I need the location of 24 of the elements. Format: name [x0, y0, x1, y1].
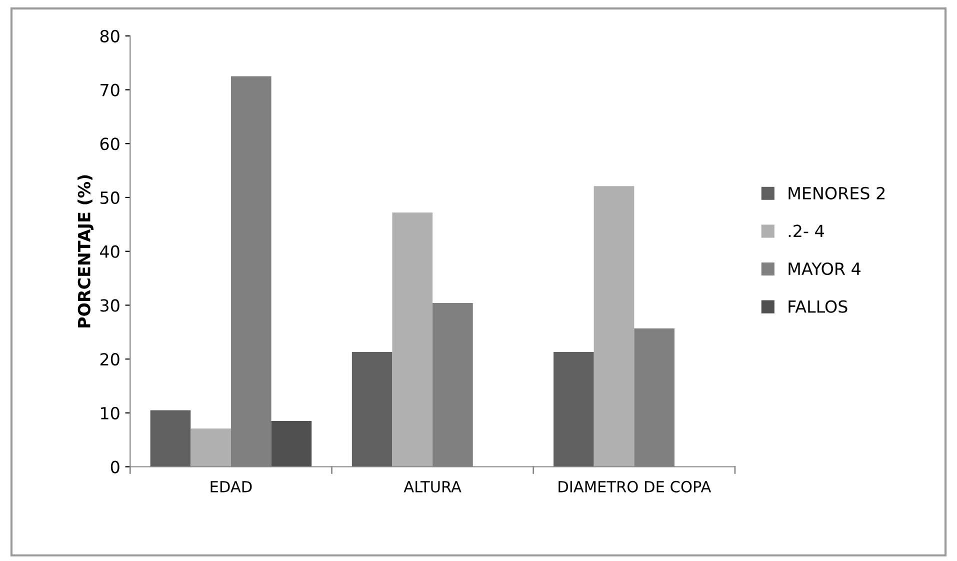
legend-label: FALLOS [788, 300, 848, 313]
legend-label: MENORES 2 [788, 186, 884, 200]
y-tick-label: 30 [100, 299, 120, 312]
bar [150, 410, 191, 467]
y-tick-label: 40 [100, 245, 120, 258]
y-tick-label: 60 [100, 138, 120, 150]
y-tick-label: 80 [100, 30, 120, 42]
x-tick-label: ALTURA [404, 481, 462, 492]
y-tick-label: 20 [100, 353, 120, 366]
legend-label: MAYOR 4 [788, 262, 860, 276]
bar [352, 352, 392, 467]
bar [392, 212, 433, 467]
bar [554, 352, 594, 467]
y-tick-label: 10 [101, 406, 120, 420]
y-tick-label: 50 [100, 191, 120, 204]
bar [271, 420, 312, 467]
x-tick-label: EDAD [210, 481, 252, 492]
bar [190, 428, 231, 467]
y-tick-label: 0 [110, 460, 120, 474]
bar [594, 186, 634, 467]
y-tick-label: 70 [100, 84, 120, 96]
legend-label: .2- 4 [788, 224, 824, 238]
y-axis-title: PORCENTAJE (%) [78, 175, 94, 328]
x-tick-label: DIAMETRO DE COPA [558, 480, 712, 492]
